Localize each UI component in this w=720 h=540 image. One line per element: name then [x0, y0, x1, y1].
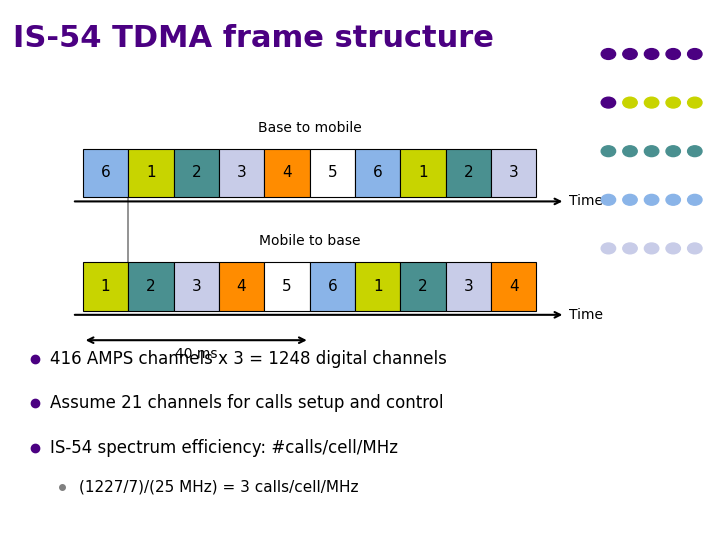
- Text: 4: 4: [282, 165, 292, 180]
- Text: IS-54 TDMA frame structure: IS-54 TDMA frame structure: [13, 24, 494, 53]
- Bar: [491, 148, 536, 197]
- Circle shape: [601, 243, 616, 254]
- Circle shape: [688, 97, 702, 108]
- Bar: [174, 262, 219, 310]
- Bar: [310, 262, 355, 310]
- Circle shape: [644, 49, 659, 59]
- Circle shape: [644, 97, 659, 108]
- Circle shape: [688, 243, 702, 254]
- Text: 5: 5: [328, 165, 337, 180]
- Circle shape: [688, 194, 702, 205]
- Circle shape: [601, 146, 616, 157]
- Circle shape: [644, 146, 659, 157]
- Bar: [310, 148, 355, 197]
- Circle shape: [623, 146, 637, 157]
- Text: 1: 1: [101, 279, 110, 294]
- Circle shape: [666, 243, 680, 254]
- Text: Time: Time: [569, 194, 603, 208]
- Circle shape: [666, 49, 680, 59]
- Bar: [400, 262, 446, 310]
- Circle shape: [623, 243, 637, 254]
- Bar: [355, 262, 400, 310]
- Bar: [446, 262, 491, 310]
- Bar: [446, 148, 491, 197]
- Text: 40 ms: 40 ms: [175, 347, 217, 361]
- Text: (1227/7)/(25 MHz) = 3 calls/cell/MHz: (1227/7)/(25 MHz) = 3 calls/cell/MHz: [79, 479, 359, 494]
- Circle shape: [601, 49, 616, 59]
- Text: 2: 2: [192, 165, 201, 180]
- Circle shape: [644, 194, 659, 205]
- Text: Time: Time: [569, 308, 603, 322]
- Text: 2: 2: [146, 279, 156, 294]
- Bar: [491, 262, 536, 310]
- Bar: [83, 148, 128, 197]
- Bar: [355, 148, 400, 197]
- Text: 3: 3: [237, 165, 246, 180]
- Circle shape: [688, 49, 702, 59]
- Circle shape: [601, 97, 616, 108]
- Text: 416 AMPS channels x 3 = 1248 digital channels: 416 AMPS channels x 3 = 1248 digital cha…: [50, 350, 447, 368]
- Bar: [174, 148, 219, 197]
- Bar: [264, 148, 310, 197]
- Text: 1: 1: [418, 165, 428, 180]
- Text: 2: 2: [464, 165, 473, 180]
- Circle shape: [666, 146, 680, 157]
- Circle shape: [623, 49, 637, 59]
- Text: 2: 2: [418, 279, 428, 294]
- Text: IS-54 spectrum efficiency: #calls/cell/MHz: IS-54 spectrum efficiency: #calls/cell/M…: [50, 438, 398, 457]
- Bar: [128, 148, 174, 197]
- Bar: [219, 148, 264, 197]
- Text: 6: 6: [373, 165, 382, 180]
- Bar: [83, 262, 128, 310]
- Text: Assume 21 channels for calls setup and control: Assume 21 channels for calls setup and c…: [50, 394, 444, 413]
- Text: Mobile to base: Mobile to base: [259, 234, 360, 248]
- Bar: [400, 148, 446, 197]
- Text: 1: 1: [146, 165, 156, 180]
- Text: 4: 4: [509, 279, 518, 294]
- Bar: [128, 262, 174, 310]
- Text: 3: 3: [509, 165, 518, 180]
- Text: 3: 3: [192, 279, 201, 294]
- Bar: [264, 262, 310, 310]
- Circle shape: [666, 97, 680, 108]
- Text: 6: 6: [328, 279, 337, 294]
- Text: 5: 5: [282, 279, 292, 294]
- Circle shape: [688, 146, 702, 157]
- Circle shape: [644, 243, 659, 254]
- Circle shape: [623, 97, 637, 108]
- Text: 4: 4: [237, 279, 246, 294]
- Circle shape: [666, 194, 680, 205]
- Text: Base to mobile: Base to mobile: [258, 121, 361, 135]
- Text: 6: 6: [101, 165, 110, 180]
- Circle shape: [623, 194, 637, 205]
- Text: 1: 1: [373, 279, 382, 294]
- Text: 3: 3: [464, 279, 473, 294]
- Bar: [219, 262, 264, 310]
- Circle shape: [601, 194, 616, 205]
